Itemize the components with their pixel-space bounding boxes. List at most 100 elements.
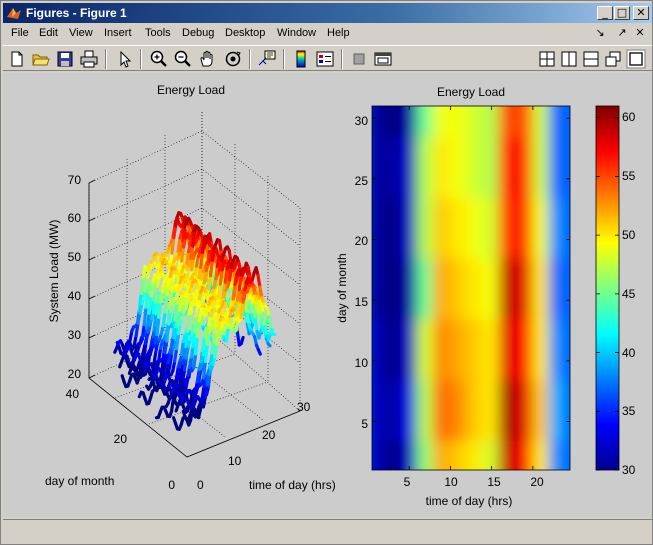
- y-tick-label: 10: [355, 356, 369, 370]
- hide-plot-tools-icon[interactable]: [349, 49, 369, 69]
- load-line-segment: [168, 352, 174, 368]
- load-line-segment: [215, 325, 221, 346]
- heatmap-cell: [498, 438, 518, 470]
- load-line-segment: [253, 317, 259, 334]
- load-line-segment: [205, 330, 211, 346]
- menu-desktop[interactable]: Desktop: [225, 27, 266, 39]
- tile-horizontal-icon[interactable]: [581, 49, 601, 69]
- toolbar-separator: [341, 49, 343, 69]
- close-button[interactable]: ✕: [633, 6, 649, 20]
- heatmap-ticks: [372, 106, 570, 470]
- print-icon[interactable]: [79, 49, 99, 69]
- load-line-segment: [157, 300, 163, 319]
- colorbar-tick-label: 40: [622, 346, 636, 360]
- heatmap-cell: [416, 438, 435, 470]
- float-window-icon[interactable]: [603, 49, 623, 69]
- menu-file[interactable]: File: [11, 27, 29, 39]
- colorbar-tick-label: 50: [622, 228, 636, 242]
- menu-debug[interactable]: Debug: [182, 27, 215, 39]
- load-line-segment: [202, 269, 208, 285]
- load-line-segment: [227, 248, 233, 264]
- open-folder-icon[interactable]: [31, 49, 51, 69]
- heatmap-cell: [531, 135, 551, 198]
- minimize-button[interactable]: _: [597, 6, 613, 20]
- heatmap-cell: [432, 256, 452, 320]
- left-3d-axes[interactable]: Energy Load: [45, 83, 336, 492]
- menu-window[interactable]: Window: [277, 27, 317, 39]
- data-cursor-icon[interactable]: [257, 49, 277, 69]
- zoom-in-icon[interactable]: [149, 49, 169, 69]
- pan-hand-icon[interactable]: [197, 49, 217, 69]
- load-line-segment: [136, 311, 142, 325]
- heatmap-cell: [383, 378, 402, 441]
- heatmap-cell: [548, 106, 567, 138]
- right-heatmap-axes[interactable]: Energy Load 5 10 15 20 time of day (hrs)…: [335, 75, 571, 508]
- tile-vertical-icon[interactable]: [559, 49, 579, 69]
- zoom-out-icon[interactable]: [173, 49, 193, 69]
- load-line-segment: [186, 312, 192, 333]
- heatmap-cell: [416, 106, 435, 138]
- load-line-segment: [218, 268, 224, 286]
- maximize-layout-icon[interactable]: [626, 49, 646, 69]
- figure-canvas[interactable]: Energy Load: [3, 73, 652, 517]
- y-tick-label: 30: [355, 114, 369, 128]
- load-line-segment: [134, 321, 140, 338]
- load-line-segment: [128, 329, 134, 343]
- heatmap-cell: [449, 256, 468, 320]
- colorbar-tick-label: 60: [622, 110, 636, 124]
- colorbar-icon[interactable]: [291, 49, 311, 69]
- colorbar[interactable]: 30 35 40 45 50 55 60: [595, 105, 636, 477]
- tile-grid-icon[interactable]: [537, 49, 557, 69]
- maximize-button[interactable]: □: [614, 6, 630, 20]
- y-tick-label: 40: [66, 387, 80, 401]
- load-line-segment: [259, 298, 265, 315]
- show-plot-tools-icon[interactable]: [373, 49, 393, 69]
- load-line-segment: [207, 274, 213, 291]
- heatmap-cell: [465, 378, 485, 441]
- legend-icon[interactable]: [315, 49, 335, 69]
- load-line-segment: [245, 312, 251, 326]
- z-tick-label: 70: [68, 173, 82, 187]
- heatmap-cell: [432, 438, 452, 470]
- heatmap-cell: [465, 317, 485, 380]
- heatmap-cell: [531, 317, 551, 380]
- menu-insert[interactable]: Insert: [104, 27, 132, 39]
- save-icon[interactable]: [55, 49, 75, 69]
- heatmap-cell: [399, 106, 419, 138]
- heatmap-cell: [399, 438, 419, 470]
- load-line-segment: [231, 282, 237, 301]
- x-tick-label: 20: [530, 475, 544, 489]
- colorbar-gradient: [595, 105, 620, 471]
- load-line-segment: [132, 334, 138, 348]
- menu-help[interactable]: Help: [327, 27, 350, 39]
- menu-bar: File Edit View Insert Tools Debug Deskto…: [3, 24, 652, 44]
- heatmap-cell: [531, 106, 551, 138]
- heatmap-cell: [531, 378, 551, 441]
- load-line-segment: [266, 342, 272, 348]
- load-line-segment: [175, 332, 181, 351]
- new-figure-icon[interactable]: [7, 49, 27, 69]
- load-line-segment: [154, 300, 160, 316]
- load-line-segment: [208, 232, 213, 246]
- menu-view[interactable]: View: [69, 27, 93, 39]
- edit-plot-arrow-icon[interactable]: [115, 49, 135, 69]
- load-line-segment: [261, 311, 267, 329]
- menu-edit[interactable]: Edit: [39, 27, 58, 39]
- title-bar[interactable]: Figures - Figure 1 _ □ ✕: [3, 3, 652, 23]
- menu-tools[interactable]: Tools: [145, 27, 171, 39]
- menu-close-icon[interactable]: ✕: [635, 26, 645, 39]
- load-line-segment: [194, 254, 200, 268]
- left-plot-title: Energy Load: [157, 83, 225, 97]
- load-line-segment: [176, 236, 182, 253]
- load-line-segment: [147, 294, 153, 315]
- rotate-3d-icon[interactable]: [223, 49, 243, 69]
- dock-arrow-icon[interactable]: ↘: [595, 26, 605, 39]
- load-line-segment: [174, 365, 180, 381]
- heatmap-cell: [531, 438, 551, 470]
- undock-arrow-icon[interactable]: ↗: [617, 26, 627, 39]
- load-line-segment: [144, 330, 150, 346]
- y-tick-label: 0: [168, 478, 175, 492]
- load-line-segment: [178, 292, 184, 312]
- load-line-segment: [191, 229, 197, 248]
- heatmap-cell: [482, 256, 501, 320]
